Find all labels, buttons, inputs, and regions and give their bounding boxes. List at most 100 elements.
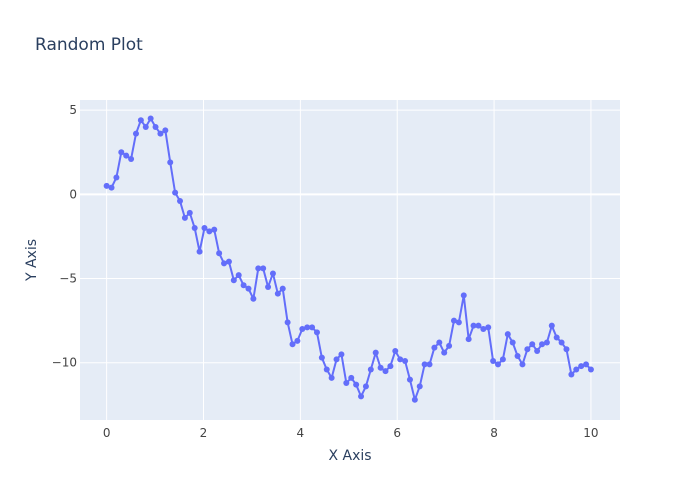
data-point [279, 285, 286, 292]
data-point [323, 366, 330, 373]
data-point [157, 130, 164, 137]
data-point [543, 339, 550, 346]
data-point [142, 123, 149, 130]
data-point [313, 329, 320, 336]
data-point [475, 322, 482, 329]
data-point [333, 356, 340, 363]
data-point [152, 123, 159, 130]
data-point [573, 366, 580, 373]
data-point [304, 324, 311, 331]
data-point [387, 363, 394, 370]
data-point [450, 317, 457, 324]
data-point [485, 324, 492, 331]
x-tick-label: 6 [393, 426, 401, 440]
data-point [524, 346, 531, 353]
data-point [470, 322, 477, 329]
data-point [426, 361, 433, 368]
data-point [211, 226, 218, 233]
data-point [294, 337, 301, 344]
x-tick-label: 0 [103, 426, 111, 440]
data-point [402, 358, 409, 365]
data-point [529, 341, 536, 348]
y-tick-label: −10 [52, 356, 77, 370]
x-tick-label: 10 [583, 426, 598, 440]
data-point [499, 356, 506, 363]
plot-area [80, 100, 620, 420]
data-point [367, 366, 374, 373]
data-point [519, 361, 526, 368]
data-point [265, 283, 272, 290]
chart-title: Random Plot [35, 35, 143, 55]
data-point [245, 285, 252, 292]
data-point [587, 366, 594, 373]
data-point [118, 149, 125, 156]
data-point [240, 282, 247, 289]
data-point [553, 334, 560, 341]
data-point [382, 368, 389, 375]
data-point [181, 214, 188, 221]
x-axis-label: X Axis [328, 448, 371, 464]
data-point [162, 127, 169, 134]
data-point [230, 277, 237, 284]
data-point [421, 361, 428, 368]
data-point [225, 258, 232, 265]
data-point [289, 341, 296, 348]
data-point [406, 376, 413, 383]
data-point [103, 182, 110, 189]
data-point [446, 342, 453, 349]
data-point [123, 152, 130, 159]
data-point [548, 322, 555, 329]
series-layer [103, 115, 594, 403]
data-point [539, 341, 546, 348]
data-point [578, 363, 585, 370]
data-point [504, 331, 511, 338]
data-point [309, 324, 316, 331]
data-point [509, 339, 516, 346]
data-point [132, 130, 139, 137]
data-point [495, 361, 501, 368]
y-axis-label: Y Axis [24, 239, 40, 282]
data-point [284, 319, 291, 326]
data-point [255, 265, 262, 272]
data-point [362, 383, 369, 390]
data-point [460, 292, 467, 299]
x-tick-label: 4 [297, 426, 305, 440]
data-point [108, 184, 115, 191]
data-point [172, 189, 179, 196]
x-tick-label: 8 [490, 426, 498, 440]
data-point [455, 319, 462, 326]
data-point [343, 379, 350, 386]
data-point [514, 353, 521, 359]
data-point [534, 347, 541, 354]
data-point [201, 225, 208, 231]
data-point [353, 381, 360, 388]
data-point [147, 115, 154, 122]
data-point [441, 349, 448, 356]
data-point [206, 228, 213, 235]
data-point [490, 358, 497, 365]
data-point [221, 260, 228, 267]
data-point [358, 393, 365, 400]
data-point [480, 326, 487, 333]
data-point [338, 351, 345, 358]
data-point [465, 336, 472, 343]
data-point [372, 349, 379, 356]
data-point [299, 326, 306, 333]
data-point [186, 209, 193, 216]
data-point [274, 290, 281, 297]
data-point [216, 250, 223, 257]
y-tick-label: −5 [59, 272, 77, 286]
data-point [397, 356, 404, 363]
data-point [411, 396, 418, 403]
data-point [196, 248, 203, 255]
data-point [568, 371, 575, 378]
data-point [260, 265, 267, 272]
tick-labels: 0 2 4 6 8 10 5 0 −5 −10 [52, 103, 599, 440]
data-point [250, 295, 257, 302]
data-point [191, 225, 198, 231]
data-point [558, 339, 565, 346]
data-point [377, 364, 384, 371]
data-point [269, 270, 276, 277]
data-point [348, 374, 355, 381]
